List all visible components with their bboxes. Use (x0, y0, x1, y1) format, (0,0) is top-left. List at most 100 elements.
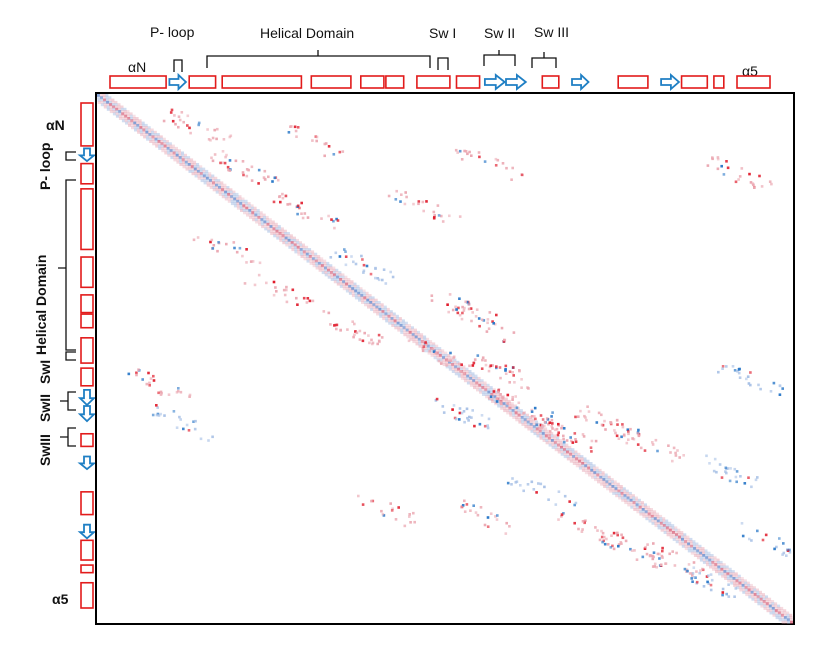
diagonal-cell (423, 335, 427, 339)
contact-cell-6 (350, 255, 353, 258)
diagonal-cell (321, 266, 325, 270)
diagonal-cell (533, 427, 536, 431)
contact-cell-9 (407, 339, 411, 343)
diagonal-cell (723, 567, 727, 571)
diagonal-cell (299, 245, 303, 249)
diagonal-cell (754, 597, 758, 601)
diagonal-cell (539, 434, 543, 438)
diagonal-cell (580, 459, 584, 463)
contact-cell-16 (625, 441, 629, 445)
contact-cell-17 (729, 467, 732, 470)
diagonal-cell (350, 280, 354, 284)
diagonal-cell (123, 107, 127, 111)
contact-cell-14 (540, 424, 544, 427)
diagonal-cell (367, 305, 370, 309)
diagonal-cell (605, 482, 609, 486)
contact-cell-13 (530, 408, 534, 412)
contact-cell-24 (706, 580, 709, 584)
diagonal-cell (378, 312, 382, 316)
diagonal-cell (786, 616, 790, 620)
diagonal-cell (690, 547, 694, 551)
diagonal-cell (151, 135, 155, 139)
diagonal-cell (148, 133, 152, 137)
diagonal-cell (723, 574, 727, 578)
diagonal-cell (686, 537, 690, 541)
diagonal-cell (342, 284, 346, 288)
diagonal-cell (293, 245, 297, 249)
contact-cell-31 (295, 296, 298, 300)
diagonal-cell (629, 501, 633, 505)
contact-cell-25 (476, 513, 480, 517)
diagonal-cell (672, 537, 676, 541)
diagonal-cell (383, 305, 387, 309)
diagonal-cell (259, 213, 263, 217)
contact-cell-9 (421, 349, 425, 353)
diagonal-cell (282, 241, 286, 245)
contact-cell-11 (481, 358, 484, 362)
diagonal-cell (687, 544, 691, 548)
diagonal-cell (672, 535, 676, 539)
diagonal-cell (393, 314, 397, 318)
diagonal-cell (432, 342, 436, 346)
contact-cell-11 (504, 368, 507, 371)
contact-cell-21 (580, 530, 584, 533)
diagonal-cell (165, 140, 169, 143)
diagonal-cell (527, 427, 531, 431)
diagonal-cell (305, 252, 309, 256)
diagonal-cell (599, 475, 603, 479)
contact-cell-28 (773, 547, 776, 551)
diagonal-cell (203, 181, 207, 185)
contact-cell-21 (573, 521, 576, 525)
diagonal-cell (645, 517, 649, 521)
contact-cell-10 (460, 317, 464, 321)
left-helical-bracket (58, 179, 76, 351)
diagonal-cell (424, 344, 428, 348)
diagonal-cell (253, 209, 257, 212)
diagonal-cell (182, 165, 186, 169)
diagonal-cell (490, 390, 494, 394)
diagonal-cell (523, 416, 527, 419)
contact-cell-29 (294, 129, 298, 133)
diagonal-cell (212, 181, 215, 185)
diagonal-cell (415, 340, 419, 344)
diagonal-cell (638, 508, 642, 511)
diagonal-cell (420, 335, 424, 339)
diagonal-cell (411, 330, 415, 334)
diagonal-cell (236, 199, 240, 203)
contact-cell-7 (430, 299, 434, 302)
diagonal-cell (430, 349, 434, 353)
contact-cell-11 (504, 364, 508, 368)
diagonal-cell (217, 181, 221, 185)
diagonal-cell (393, 321, 397, 325)
contact-cell-10 (454, 305, 457, 309)
diagonal-cell (599, 480, 603, 484)
diagonal-cell (588, 473, 591, 477)
diagonal-cell (436, 356, 440, 360)
diagonal-cell (317, 261, 321, 265)
diagonal-cell (290, 238, 294, 242)
contact-cell-17 (754, 478, 758, 482)
diagonal-cell (172, 153, 176, 157)
contact-cell-16 (636, 432, 640, 435)
diagonal-cell (583, 459, 587, 463)
diagonal-cell (398, 317, 402, 321)
contact-cell-3 (405, 195, 408, 199)
diagonal-cell (412, 337, 416, 341)
diagonal-cell (272, 229, 276, 233)
diagonal-cell (378, 305, 382, 309)
diagonal-cell (665, 519, 669, 523)
diagonal-cell (520, 416, 524, 419)
diagonal-cell (238, 197, 242, 201)
diagonal-cell (575, 462, 579, 465)
diagonal-cell (644, 505, 648, 509)
diagonal-cell (327, 275, 331, 279)
contact-cell-24 (705, 575, 709, 578)
diagonal-cell (297, 252, 301, 256)
contact-cell-11 (498, 366, 502, 369)
diagonal-cell (618, 496, 622, 500)
contact-cell-2 (296, 212, 299, 216)
diagonal-cell (205, 176, 209, 180)
contact-cell-23 (648, 554, 652, 558)
diagonal-cell (284, 238, 288, 242)
diagonal-cell (315, 261, 319, 265)
